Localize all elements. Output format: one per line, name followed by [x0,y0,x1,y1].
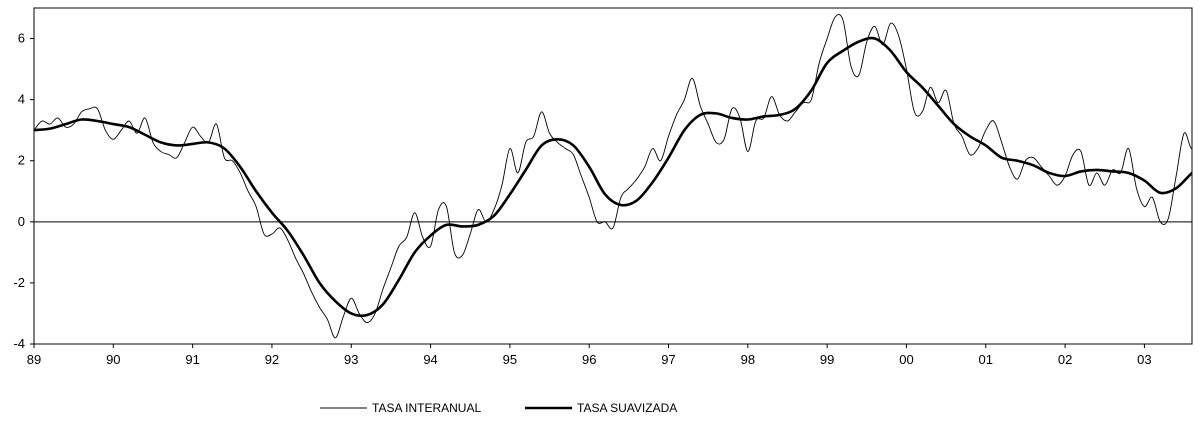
x-tick-label: 96 [582,352,596,367]
chart-series [34,14,1192,339]
y-tick-label: 2 [18,153,25,168]
x-tick-label: 02 [1058,352,1072,367]
x-tick-label: 92 [265,352,279,367]
chart-legend: TASA INTERANUAL TASA SUAVIZADA [320,401,677,415]
x-tick-label: 97 [661,352,675,367]
y-tick-label: -2 [13,275,25,290]
x-tick-label: 89 [27,352,41,367]
x-tick-label: 01 [979,352,993,367]
y-tick-label: 6 [18,31,25,46]
y-tick-label: 4 [18,92,25,107]
x-tick-label: 94 [423,352,437,367]
x-tick-label: 91 [185,352,199,367]
x-tick-label: 03 [1137,352,1151,367]
x-tick-label: 90 [106,352,120,367]
legend-label-tasa-suavizada: TASA SUAVIZADA [577,401,677,415]
legend-label-tasa-interanual: TASA INTERANUAL [372,401,481,415]
plot-area-border [33,7,1193,345]
x-tick-label: 99 [820,352,834,367]
x-tick-label: 98 [741,352,755,367]
y-tick-label: -4 [13,336,25,351]
x-tick-label: 00 [899,352,913,367]
series-line-tasa-interanual [34,14,1192,339]
series-line-tasa-suavizada [34,36,1192,318]
x-tick-label: 93 [344,352,358,367]
y-tick-label: 0 [18,214,25,229]
chart-axes [30,7,1193,348]
x-tick-label: 95 [503,352,517,367]
